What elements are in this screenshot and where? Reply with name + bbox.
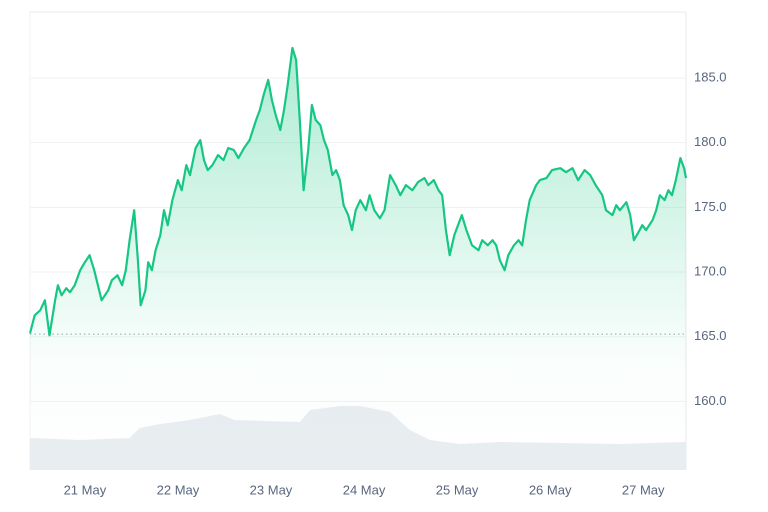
price-area bbox=[30, 48, 686, 470]
x-tick-label: 22 May bbox=[157, 482, 200, 497]
plot: 160.0 165.0 170.0 175.0 180.0 185.0 21 May 22 M… bbox=[28, 46, 727, 497]
y-tick-label: 175.0 bbox=[694, 199, 727, 214]
y-tick-label: 165.0 bbox=[694, 328, 727, 343]
price-line bbox=[28, 46, 688, 337]
x-tick-label: 27 May bbox=[622, 482, 665, 497]
x-tick-label: 23 May bbox=[250, 482, 293, 497]
y-tick-label: 180.0 bbox=[694, 134, 727, 149]
x-tick-label: 26 May bbox=[529, 482, 572, 497]
y-tick-label: 160.0 bbox=[694, 393, 727, 408]
y-tick-label: 185.0 bbox=[694, 69, 727, 84]
x-tick-label: 25 May bbox=[436, 482, 479, 497]
y-tick-label: 170.0 bbox=[694, 263, 727, 278]
x-tick-label: 24 May bbox=[343, 482, 386, 497]
x-tick-label: 21 May bbox=[64, 482, 107, 497]
